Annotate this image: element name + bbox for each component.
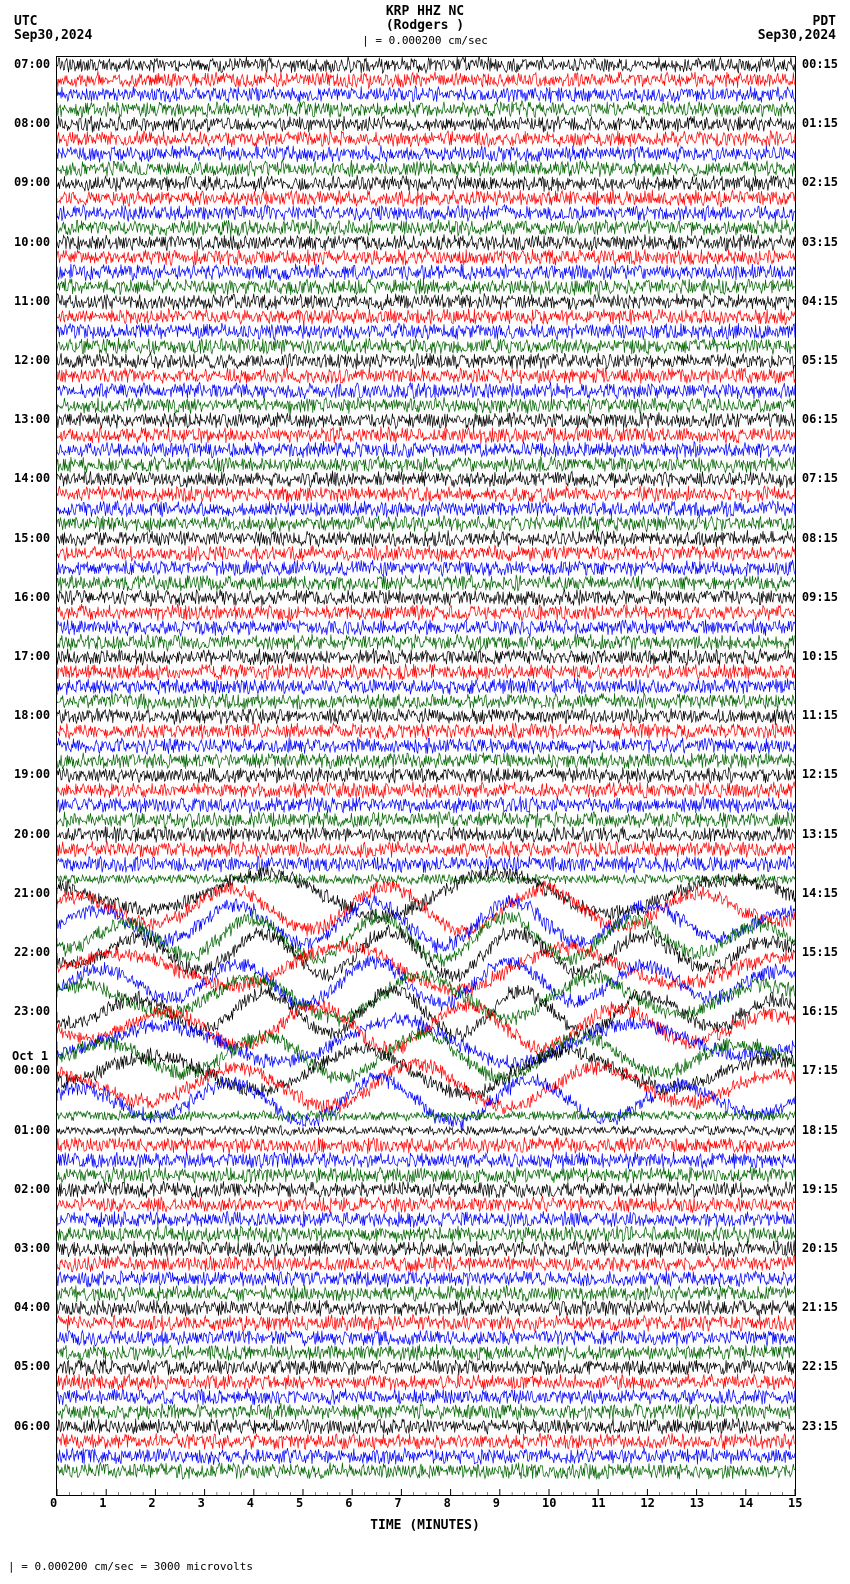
utc-label: UTC (14, 14, 37, 29)
left-time-label: 02:00 (14, 1182, 50, 1196)
x-tick-label: 1 (99, 1496, 106, 1510)
right-time-label: 03:15 (802, 235, 838, 249)
x-tick-label: 5 (296, 1496, 303, 1510)
left-time-label: 10:00 (14, 235, 50, 249)
x-axis-label: TIME (MINUTES) (0, 1518, 850, 1533)
right-time-label: 02:15 (802, 175, 838, 189)
left-time-label: 08:00 (14, 116, 50, 130)
x-tick-label: 13 (690, 1496, 704, 1510)
left-time-label: 01:00 (14, 1123, 50, 1137)
right-time-label: 23:15 (802, 1419, 838, 1433)
seismogram-svg (57, 57, 795, 1495)
right-time-label: 05:15 (802, 353, 838, 367)
left-time-label: 14:00 (14, 471, 50, 485)
utc-date: Sep30,2024 (14, 28, 92, 43)
station-subtitle: (Rodgers ) (0, 18, 850, 33)
pdt-label: PDT (813, 14, 836, 29)
left-time-label: 13:00 (14, 412, 50, 426)
left-time-label: 20:00 (14, 827, 50, 841)
x-tick-label: 4 (247, 1496, 254, 1510)
left-time-label: 11:00 (14, 294, 50, 308)
left-time-label: 06:00 (14, 1419, 50, 1433)
right-time-label: 01:15 (802, 116, 838, 130)
footer-scale: | = 0.000200 cm/sec = 3000 microvolts (8, 1560, 253, 1573)
right-time-label: 17:15 (802, 1063, 838, 1077)
left-time-label: 00:00 (14, 1063, 50, 1077)
x-tick-label: 15 (788, 1496, 802, 1510)
right-time-label: 07:15 (802, 471, 838, 485)
right-time-label: 04:15 (802, 294, 838, 308)
pdt-date: Sep30,2024 (758, 28, 836, 43)
right-time-label: 00:15 (802, 57, 838, 71)
x-tick-label: 6 (345, 1496, 352, 1510)
seismogram-container: KRP HHZ NC (Rodgers ) | = 0.000200 cm/se… (0, 0, 850, 1584)
x-tick-label: 10 (542, 1496, 556, 1510)
right-time-label: 16:15 (802, 1004, 838, 1018)
x-tick-label: 12 (640, 1496, 654, 1510)
right-time-label: 12:15 (802, 767, 838, 781)
left-time-label: 18:00 (14, 708, 50, 722)
x-tick-label: 3 (198, 1496, 205, 1510)
right-time-label: 10:15 (802, 649, 838, 663)
left-time-label: 22:00 (14, 945, 50, 959)
right-time-label: 06:15 (802, 412, 838, 426)
left-time-label: 21:00 (14, 886, 50, 900)
left-time-label: 16:00 (14, 590, 50, 604)
left-time-label: 03:00 (14, 1241, 50, 1255)
right-time-label: 21:15 (802, 1300, 838, 1314)
scale-label: | = 0.000200 cm/sec (0, 34, 850, 47)
right-time-label: 09:15 (802, 590, 838, 604)
x-tick-label: 2 (148, 1496, 155, 1510)
left-time-label: 07:00 (14, 57, 50, 71)
right-time-label: 18:15 (802, 1123, 838, 1137)
x-tick-label: 7 (394, 1496, 401, 1510)
right-time-label: 13:15 (802, 827, 838, 841)
x-tick-label: 0 (50, 1496, 57, 1510)
right-time-label: 08:15 (802, 531, 838, 545)
left-time-label: 04:00 (14, 1300, 50, 1314)
left-time-label: 12:00 (14, 353, 50, 367)
second-date-label: Oct 1 (12, 1049, 48, 1063)
left-time-label: 09:00 (14, 175, 50, 189)
x-tick-label: 8 (444, 1496, 451, 1510)
right-time-label: 22:15 (802, 1359, 838, 1373)
left-time-label: 05:00 (14, 1359, 50, 1373)
right-time-label: 14:15 (802, 886, 838, 900)
x-tick-label: 11 (591, 1496, 605, 1510)
left-time-label: 17:00 (14, 649, 50, 663)
right-time-label: 19:15 (802, 1182, 838, 1196)
left-time-label: 15:00 (14, 531, 50, 545)
left-time-label: 19:00 (14, 767, 50, 781)
x-tick-label: 9 (493, 1496, 500, 1510)
right-time-label: 15:15 (802, 945, 838, 959)
plot-area (56, 56, 796, 1496)
left-time-label: 23:00 (14, 1004, 50, 1018)
station-title: KRP HHZ NC (0, 4, 850, 19)
right-time-label: 20:15 (802, 1241, 838, 1255)
x-tick-label: 14 (739, 1496, 753, 1510)
right-time-label: 11:15 (802, 708, 838, 722)
